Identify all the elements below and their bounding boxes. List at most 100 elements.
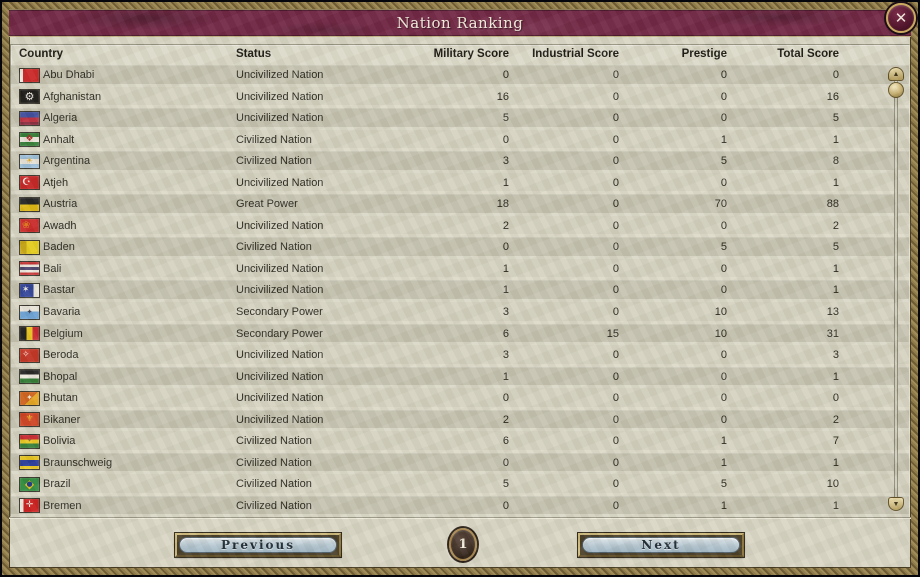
table-row[interactable]: ⚙ Afghanistan Uncivilized Nation 16 0 0 … <box>11 86 909 109</box>
military-score-cell: 5 <box>502 112 509 125</box>
military-score-cell: 1 <box>502 262 509 275</box>
table-row[interactable]: Algeria Uncivilized Nation 5 0 0 5 <box>11 108 909 130</box>
table-row[interactable]: ❀ Awadh Uncivilized Nation 2 0 0 2 <box>11 215 909 238</box>
total-score-cell: 2 <box>832 219 839 232</box>
country-flag <box>19 110 40 126</box>
scroll-track[interactable] <box>894 77 898 501</box>
industrial-score-cell: 0 <box>612 90 619 103</box>
industrial-score-cell: 0 <box>612 413 619 426</box>
industrial-score-cell: 0 <box>612 499 619 512</box>
status-cell: Secondary Power <box>236 327 323 340</box>
country-flag: ☪ <box>19 175 40 191</box>
page-title: Nation Ranking <box>396 14 524 32</box>
triangle-down-icon: ▼ <box>892 500 900 508</box>
table-row[interactable]: Bali Uncivilized Nation 1 0 0 1 <box>11 258 909 281</box>
industrial-score-cell: 0 <box>612 262 619 275</box>
column-header-country: Country <box>19 48 64 60</box>
country-flag: ✶ <box>19 282 40 298</box>
table-row[interactable]: ☪ Atjeh Uncivilized Nation 1 0 0 1 <box>11 172 909 195</box>
page-number: 1 <box>458 537 468 552</box>
country-flag: ✛ <box>19 498 40 514</box>
total-score-cell: 0 <box>832 392 839 405</box>
status-cell: Civilized Nation <box>236 155 312 168</box>
country-name: Austria <box>43 198 78 211</box>
country-flag: ❀ <box>19 218 40 234</box>
industrial-score-cell: 0 <box>612 349 619 362</box>
industrial-score-cell: 0 <box>612 133 619 146</box>
table-row[interactable]: Austria Great Power 18 0 70 88 <box>11 194 909 216</box>
total-score-cell: 10 <box>826 478 839 491</box>
ranking-table: Country Status Military Score Industrial… <box>10 44 910 518</box>
previous-button[interactable]: Previous <box>175 533 341 557</box>
military-score-cell: 2 <box>502 219 509 232</box>
column-header-prestige: Prestige <box>681 48 727 60</box>
country-name: Anhalt <box>43 133 75 146</box>
table-row[interactable]: ✦ Bavaria Secondary Power 3 0 10 13 <box>11 302 909 324</box>
table-row[interactable]: ☀ Argentina Civilized Nation 3 0 5 8 <box>11 151 909 173</box>
military-score-cell: 0 <box>502 392 509 405</box>
industrial-score-cell: 0 <box>612 306 619 319</box>
column-header-status: Status <box>236 48 272 60</box>
table-row[interactable]: Bhopal Uncivilized Nation 1 0 0 1 <box>11 366 909 389</box>
status-cell: Great Power <box>236 198 298 211</box>
prestige-cell: 0 <box>720 69 727 81</box>
military-score-cell: 0 <box>502 133 509 146</box>
total-score-cell: 1 <box>832 262 839 275</box>
country-flag: ❖ <box>19 132 40 148</box>
country-flag: ⚜ <box>19 412 40 428</box>
column-header-military-score: Military Score <box>433 48 509 60</box>
table-row[interactable]: ✧ Beroda Uncivilized Nation 3 0 0 3 <box>11 345 909 367</box>
industrial-score-cell: 0 <box>612 112 619 125</box>
scroll-up-button[interactable]: ▲ <box>888 67 904 81</box>
prestige-cell: 5 <box>720 155 727 168</box>
country-name: Bhopal <box>43 370 78 383</box>
total-score-cell: 2 <box>832 413 839 426</box>
table-row[interactable]: ⚜ Bikaner Uncivilized Nation 2 0 0 2 <box>11 409 909 432</box>
country-name: Afghanistan <box>43 90 102 103</box>
column-header-industrial-score: Industrial Score <box>532 48 619 60</box>
country-name: Bremen <box>43 499 82 512</box>
table-row[interactable]: ✶ Bastar Uncivilized Nation 1 0 0 1 <box>11 280 909 303</box>
table-row[interactable]: ◆ ● Brazil Civilized Nation 5 0 5 10 <box>11 474 909 496</box>
industrial-score-cell: 0 <box>612 456 619 469</box>
status-cell: Civilized Nation <box>236 435 312 448</box>
total-score-cell: 13 <box>826 306 839 319</box>
industrial-score-cell: 0 <box>612 69 619 81</box>
country-name: Braunschweig <box>43 456 113 469</box>
prestige-cell: 5 <box>720 241 727 254</box>
scrollbar: ▲ ▼ <box>888 67 904 511</box>
military-score-cell: 5 <box>502 478 509 491</box>
prestige-cell: 0 <box>720 219 727 232</box>
military-score-cell: 1 <box>502 284 509 297</box>
table-row[interactable]: ✦ Bhutan Uncivilized Nation 0 0 0 0 <box>11 388 909 410</box>
scroll-thumb[interactable] <box>888 82 904 98</box>
military-score-cell: 6 <box>502 327 509 340</box>
prestige-cell: 1 <box>720 435 727 448</box>
country-flag: ◆ ● <box>19 476 40 492</box>
total-score-cell: 1 <box>832 499 839 512</box>
table-row[interactable]: Baden Civilized Nation 0 0 5 5 <box>11 237 909 259</box>
next-button[interactable]: Next <box>578 533 744 557</box>
country-flag: ✦ <box>19 390 40 406</box>
table-row[interactable]: ❖ Anhalt Civilized Nation 0 0 1 1 <box>11 129 909 152</box>
country-flag: ✧ <box>19 347 40 363</box>
total-score-cell: 88 <box>826 198 839 211</box>
table-body: Abu Dhabi Uncivilized Nation 0 0 0 0 ⚙ A… <box>11 65 909 518</box>
country-name: Argentina <box>43 155 91 168</box>
total-score-cell: 5 <box>832 112 839 125</box>
table-row[interactable]: Braunschweig Civilized Nation 0 0 1 1 <box>11 452 909 475</box>
prestige-cell: 0 <box>720 370 727 383</box>
country-flag <box>19 261 40 277</box>
total-score-cell: 7 <box>832 435 839 448</box>
table-row[interactable]: Belgium Secondary Power 6 15 10 31 <box>11 323 909 346</box>
table-row[interactable]: Abu Dhabi Uncivilized Nation 0 0 0 0 <box>11 65 909 87</box>
status-cell: Uncivilized Nation <box>236 392 324 405</box>
scroll-down-button[interactable]: ▼ <box>888 497 904 511</box>
military-score-cell: 2 <box>502 413 509 426</box>
industrial-score-cell: 0 <box>612 284 619 297</box>
total-score-cell: 1 <box>832 456 839 469</box>
table-row[interactable]: ✦ Bolivia Civilized Nation 6 0 1 7 <box>11 431 909 453</box>
close-button[interactable]: ✕ <box>886 3 916 33</box>
table-row[interactable]: ✛ Bremen Civilized Nation 0 0 1 1 <box>11 495 909 518</box>
